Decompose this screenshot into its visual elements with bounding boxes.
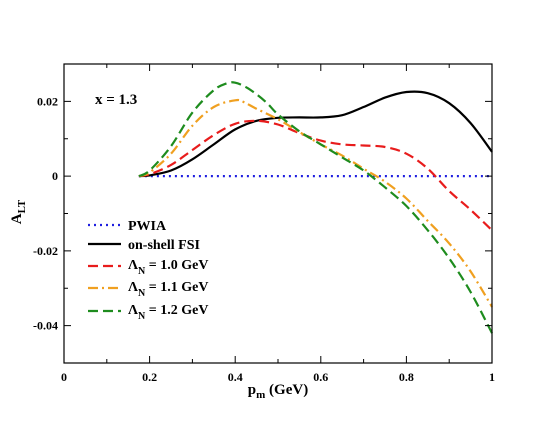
plot-frame xyxy=(63,63,493,364)
series-line-lambda-1-2 xyxy=(138,81,493,334)
x-tick-label: 0 xyxy=(61,370,67,384)
legend-label-lambda-1-0: ΛN = 1.0 GeV xyxy=(128,258,208,277)
x-tick-labels: 0 0.2 0.4 0.6 0.8 1 xyxy=(61,370,495,384)
series-line-lambda-1-1 xyxy=(138,98,493,308)
y-tick-label: 0 xyxy=(52,169,58,183)
legend-item-lambda-1-1: ΛN = 1.1 GeV xyxy=(88,280,208,299)
legend-label-lambda-1-1: ΛN = 1.1 GeV xyxy=(128,280,208,299)
legend-item-pwia: PWIA xyxy=(88,219,167,234)
legend-item-lambda-1-2: ΛN = 1.2 GeV xyxy=(88,303,208,322)
y-tick-label: -0.04 xyxy=(33,319,58,333)
x-axis-title: pm (GeV) xyxy=(248,382,308,401)
legend-label-pwia: PWIA xyxy=(128,219,167,234)
chart-annotation: x = 1.3 xyxy=(95,92,137,108)
y-tick-labels: -0.04 -0.02 0 0.02 xyxy=(33,94,58,332)
legend: PWIA on-shell FSI ΛN = 1.0 GeV ΛN = 1.1 … xyxy=(88,219,208,322)
x-tick-label: 1 xyxy=(489,370,495,384)
x-tick-label: 0.2 xyxy=(142,370,157,384)
legend-item-lambda-1-0: ΛN = 1.0 GeV xyxy=(88,258,208,277)
legend-label-lambda-1-2: ΛN = 1.2 GeV xyxy=(128,303,208,322)
y-tick-label: 0.02 xyxy=(37,94,58,108)
y-tick-label: -0.02 xyxy=(33,244,58,258)
plot-lines xyxy=(138,81,493,334)
series-line-on-shell-fsi xyxy=(138,90,493,178)
legend-item-on-shell-fsi: on-shell FSI xyxy=(88,238,200,253)
legend-label-on-shell-fsi: on-shell FSI xyxy=(128,238,200,253)
x-tick-label: 0.6 xyxy=(313,370,328,384)
x-tick-label: 0.4 xyxy=(228,370,243,384)
x-tick-label: 0.8 xyxy=(399,370,414,384)
axis-ticks xyxy=(63,63,493,364)
y-axis-title: ALT xyxy=(9,199,28,224)
